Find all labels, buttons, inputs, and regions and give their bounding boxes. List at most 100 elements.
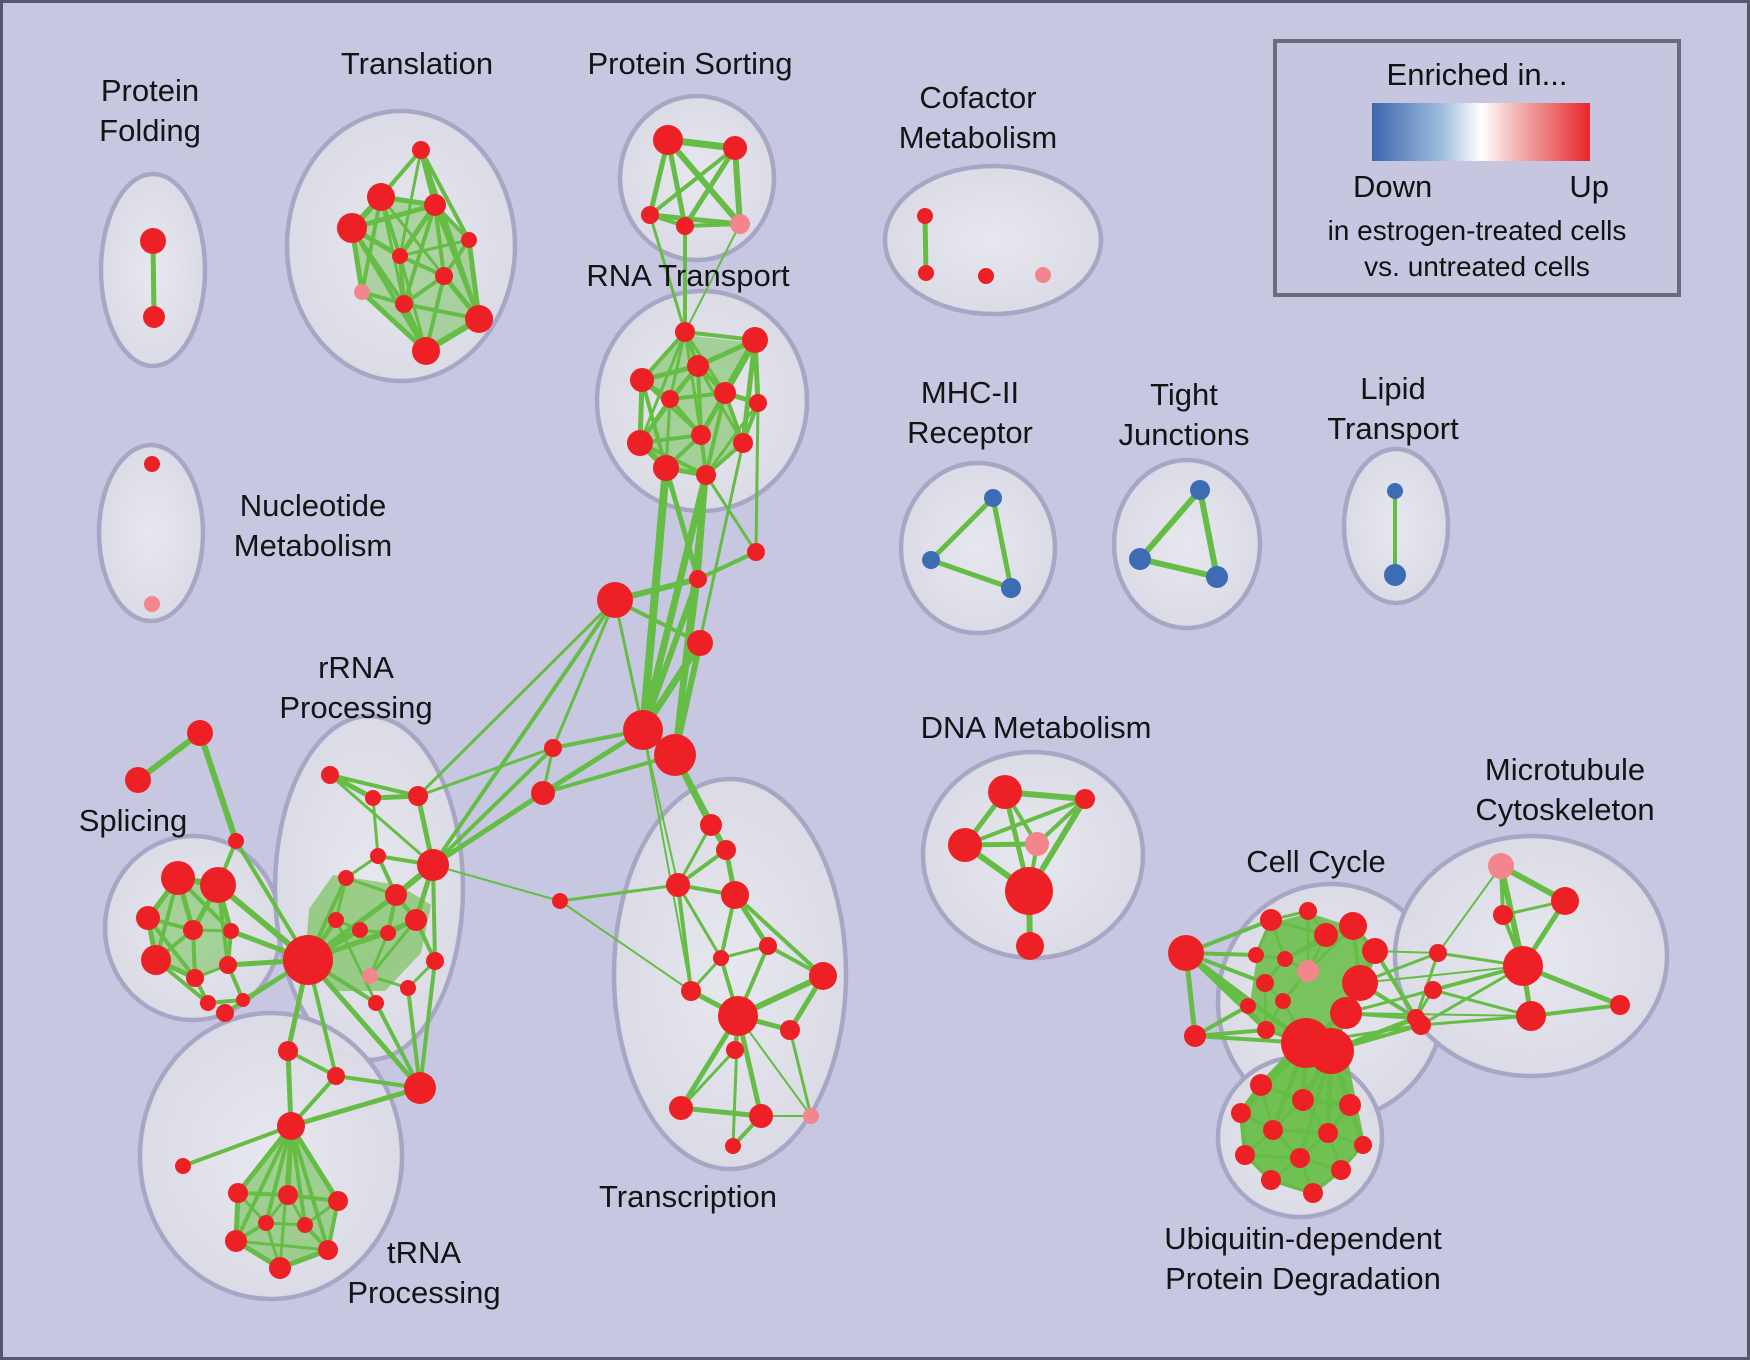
- node-32[interactable]: [691, 425, 711, 445]
- node-127[interactable]: [1240, 998, 1256, 1014]
- node-135[interactable]: [1424, 981, 1442, 999]
- node-56[interactable]: [700, 814, 722, 836]
- node-41[interactable]: [1206, 566, 1228, 588]
- node-57[interactable]: [716, 840, 736, 860]
- node-10[interactable]: [435, 267, 453, 285]
- node-69[interactable]: [749, 1104, 773, 1128]
- node-17[interactable]: [641, 206, 659, 224]
- node-102[interactable]: [327, 1067, 345, 1085]
- node-93[interactable]: [328, 912, 344, 928]
- node-88[interactable]: [370, 848, 386, 864]
- node-132[interactable]: [1308, 1028, 1354, 1074]
- node-42[interactable]: [988, 775, 1022, 809]
- node-97[interactable]: [283, 935, 333, 985]
- node-100[interactable]: [368, 995, 384, 1011]
- node-11[interactable]: [354, 284, 370, 300]
- node-121[interactable]: [1362, 938, 1388, 964]
- node-113[interactable]: [258, 1215, 274, 1231]
- node-92[interactable]: [405, 909, 427, 931]
- node-27[interactable]: [630, 368, 654, 392]
- node-137[interactable]: [1488, 853, 1514, 879]
- node-36[interactable]: [984, 489, 1002, 507]
- node-141[interactable]: [1516, 1001, 1546, 1031]
- node-14[interactable]: [412, 337, 440, 365]
- node-15[interactable]: [653, 125, 683, 155]
- node-150[interactable]: [1235, 1145, 1255, 1165]
- node-35[interactable]: [733, 433, 753, 453]
- node-51[interactable]: [687, 630, 713, 656]
- node-114[interactable]: [297, 1217, 313, 1233]
- node-19[interactable]: [730, 214, 750, 234]
- node-54[interactable]: [544, 739, 562, 757]
- node-122[interactable]: [1297, 960, 1319, 982]
- node-12[interactable]: [395, 295, 413, 313]
- node-81[interactable]: [186, 969, 204, 987]
- node-20[interactable]: [917, 208, 933, 224]
- node-40[interactable]: [1129, 548, 1151, 570]
- node-110[interactable]: [225, 1230, 247, 1252]
- node-23[interactable]: [1035, 267, 1051, 283]
- node-101[interactable]: [278, 1041, 298, 1061]
- node-64[interactable]: [681, 981, 701, 1001]
- node-65[interactable]: [718, 996, 758, 1036]
- node-105[interactable]: [277, 1112, 305, 1140]
- node-38[interactable]: [1001, 578, 1021, 598]
- node-152[interactable]: [1331, 1160, 1351, 1180]
- node-106[interactable]: [175, 1158, 191, 1174]
- node-49[interactable]: [689, 570, 707, 588]
- node-112[interactable]: [269, 1257, 291, 1279]
- node-5[interactable]: [367, 183, 395, 211]
- node-28[interactable]: [661, 390, 679, 408]
- node-25[interactable]: [742, 327, 768, 353]
- node-85[interactable]: [321, 766, 339, 784]
- node-37[interactable]: [922, 551, 940, 569]
- node-46[interactable]: [1005, 867, 1053, 915]
- node-47[interactable]: [1016, 932, 1044, 960]
- node-48[interactable]: [597, 582, 633, 618]
- node-52[interactable]: [623, 710, 663, 750]
- node-31[interactable]: [627, 430, 653, 456]
- node-156[interactable]: [1384, 564, 1406, 586]
- node-13[interactable]: [465, 305, 493, 333]
- node-74[interactable]: [228, 833, 244, 849]
- node-67[interactable]: [726, 1041, 744, 1059]
- node-78[interactable]: [183, 920, 203, 940]
- node-139[interactable]: [1493, 905, 1513, 925]
- node-111[interactable]: [318, 1240, 338, 1260]
- node-120[interactable]: [1339, 912, 1367, 940]
- node-119[interactable]: [1314, 923, 1338, 947]
- node-145[interactable]: [1339, 1094, 1361, 1116]
- node-147[interactable]: [1263, 1120, 1283, 1140]
- node-98[interactable]: [362, 968, 378, 984]
- node-71[interactable]: [725, 1138, 741, 1154]
- node-24[interactable]: [675, 322, 695, 342]
- node-151[interactable]: [1290, 1148, 1310, 1168]
- node-8[interactable]: [461, 232, 477, 248]
- node-124[interactable]: [1277, 951, 1293, 967]
- node-18[interactable]: [676, 217, 694, 235]
- node-80[interactable]: [141, 945, 171, 975]
- node-95[interactable]: [380, 925, 396, 941]
- node-117[interactable]: [1260, 909, 1282, 931]
- node-146[interactable]: [1231, 1103, 1251, 1123]
- node-6[interactable]: [424, 194, 446, 216]
- node-4[interactable]: [412, 141, 430, 159]
- node-83[interactable]: [200, 995, 216, 1011]
- node-45[interactable]: [1025, 832, 1049, 856]
- node-16[interactable]: [723, 136, 747, 160]
- node-68[interactable]: [669, 1096, 693, 1120]
- node-108[interactable]: [278, 1185, 298, 1205]
- node-72[interactable]: [187, 720, 213, 746]
- node-116[interactable]: [1184, 1025, 1206, 1047]
- node-94[interactable]: [352, 922, 368, 938]
- node-9[interactable]: [392, 248, 408, 264]
- node-2[interactable]: [144, 456, 160, 472]
- node-144[interactable]: [1292, 1089, 1314, 1111]
- node-73[interactable]: [125, 767, 151, 793]
- node-43[interactable]: [1075, 789, 1095, 809]
- node-126[interactable]: [1275, 993, 1291, 1009]
- node-142[interactable]: [1610, 995, 1630, 1015]
- node-34[interactable]: [696, 465, 716, 485]
- node-138[interactable]: [1551, 887, 1579, 915]
- node-154[interactable]: [1303, 1183, 1323, 1203]
